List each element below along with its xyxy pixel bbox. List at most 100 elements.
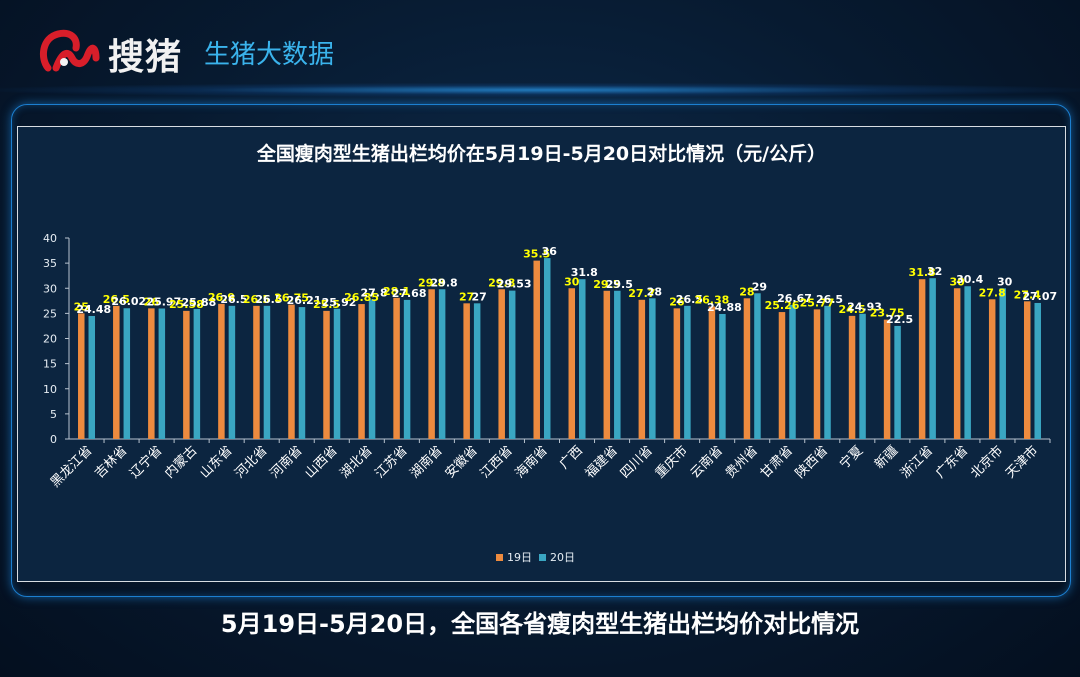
data-label-19: 30 (950, 275, 966, 288)
bar-20 (123, 308, 131, 439)
bar-19 (743, 298, 751, 439)
bar-20 (579, 279, 586, 439)
x-tick-label: 陕西省 (793, 443, 831, 481)
bar-20 (403, 299, 411, 439)
logo-text: 搜猪 (108, 36, 183, 78)
data-label-20: 24.93 (847, 301, 882, 314)
bar-20 (88, 315, 96, 439)
data-label-20: 32 (927, 265, 942, 278)
data-label-19: 27.7 (628, 287, 655, 300)
data-label-20: 22.5 (886, 313, 913, 326)
data-label-19: 29.8 (488, 276, 515, 289)
bar-19 (533, 260, 540, 439)
x-tick-label: 甘肃省 (758, 443, 796, 481)
data-label-19: 26 (669, 295, 685, 308)
x-tick-label: 广西 (557, 443, 586, 472)
bar-20 (649, 298, 656, 439)
y-tick-label: 5 (50, 408, 57, 421)
x-tick-label: 湖北省 (337, 443, 375, 481)
y-tick-label: 20 (43, 333, 57, 346)
bar-19 (113, 305, 120, 439)
y-tick-label: 15 (43, 358, 57, 371)
bar-20 (999, 288, 1006, 439)
bar-19 (1023, 301, 1031, 439)
bar-19 (778, 312, 786, 439)
data-label-20: 29 (752, 280, 767, 293)
data-label-19: 26.75 (274, 292, 309, 305)
data-label-19: 23.75 (870, 307, 905, 320)
data-label-19: 26.85 (344, 291, 379, 304)
data-label-19: 28 (739, 285, 754, 298)
bar-19 (358, 304, 365, 439)
x-tick-label: 海南省 (512, 443, 551, 482)
bar-20 (964, 286, 971, 439)
chart-title: 全国瘦肉型生猪出栏均价在5月19日-5月20日对比情况（元/公斤） (256, 143, 827, 165)
data-label-19: 26.5 (243, 293, 270, 306)
bar-19 (813, 309, 821, 439)
bar-19 (673, 308, 681, 439)
data-label-20: 26.67 (777, 292, 812, 305)
bar-19 (988, 299, 996, 439)
bar-19 (323, 310, 330, 439)
bar-19 (463, 303, 470, 439)
data-label-20: 27 (472, 290, 487, 303)
y-tick-label: 10 (43, 383, 57, 396)
bar-20 (473, 303, 481, 439)
x-tick-label: 广东省 (933, 443, 971, 481)
bar-19 (603, 290, 611, 439)
bar-20 (298, 307, 306, 439)
data-label-20: 36 (542, 245, 558, 258)
x-tick-label: 湖南省 (407, 443, 446, 482)
bar-chart: 05101520253035402524.48黑龙江省26.526.02吉林省2… (43, 232, 1057, 564)
data-label-20: 26.02 (111, 295, 146, 308)
y-tick-label: 35 (43, 257, 57, 270)
data-label-19: 35.5 (523, 248, 550, 261)
x-tick-label: 天津市 (1002, 443, 1041, 482)
y-tick-label: 40 (43, 232, 57, 245)
bar-19 (918, 279, 926, 439)
page-caption: 5月19日-5月20日，全国各省瘦肉型生猪出栏均价对比情况 (220, 610, 860, 638)
bar-20 (754, 293, 761, 439)
data-label-19: 24.5 (838, 303, 865, 316)
data-label-19: 26.5 (103, 293, 130, 306)
legend-swatch-19 (496, 554, 503, 561)
bar-20 (789, 304, 796, 439)
data-label-19: 25 (74, 300, 89, 313)
bar-19 (638, 299, 646, 439)
x-tick-label: 安徽省 (443, 443, 481, 481)
bar-20 (263, 305, 271, 439)
data-label-19: 31.8 (909, 266, 936, 279)
chart-panel: 全国瘦肉型生猪出栏均价在5月19日-5月20日对比情况（元/公斤） 0 5 10 15… (17, 126, 1066, 582)
bar-19 (883, 319, 891, 439)
bar-19 (428, 289, 435, 439)
data-label-20: 26.5 (676, 293, 703, 306)
x-tick-label: 江西省 (478, 443, 516, 481)
bar-20 (824, 305, 831, 439)
data-label-19: 25.77 (800, 296, 835, 309)
bar-19 (498, 289, 505, 439)
header-glow-line (0, 83, 1080, 97)
bar-20 (438, 289, 446, 439)
bar-19 (393, 297, 400, 439)
bar-20 (228, 305, 236, 439)
bar-20 (929, 278, 936, 439)
data-label-20: 27.68 (392, 287, 427, 300)
x-tick-label: 云南省 (687, 443, 726, 482)
data-label-20: 29.53 (497, 278, 532, 291)
bar-20 (193, 308, 201, 439)
data-label-20: 27.8 (360, 286, 387, 299)
data-label-20: 31.8 (571, 266, 598, 279)
data-label-20: 25.97 (146, 296, 181, 309)
legend-swatch-20 (539, 554, 546, 561)
x-tick-label: 福建省 (583, 443, 621, 481)
data-label-19: 28.1 (383, 285, 410, 298)
bar-20 (859, 313, 866, 439)
x-tick-label: 黑龙江省 (48, 443, 95, 490)
data-label-20: 26.5 (816, 293, 843, 306)
x-tick-label: 四川省 (618, 443, 656, 481)
x-tick-label: 贵州省 (723, 443, 761, 481)
x-tick-label: 辽宁省 (127, 443, 166, 482)
x-tick-label: 吉林省 (92, 443, 130, 481)
data-label-19: 26.38 (695, 293, 730, 306)
data-label-19: 25.58 (169, 298, 204, 311)
